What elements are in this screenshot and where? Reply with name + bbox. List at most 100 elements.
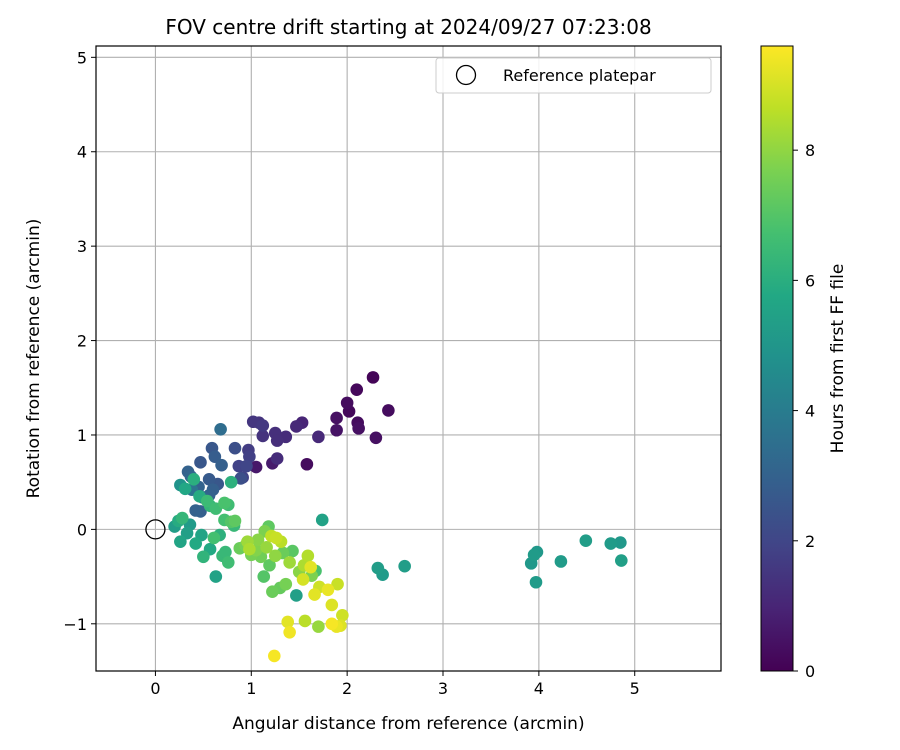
data-point [256,419,270,432]
data-point [614,536,627,549]
data-point [240,459,253,473]
data-point [249,460,263,474]
data-point [315,513,329,527]
colorbar-ticks: 0 2 4 6 8 [793,141,815,681]
data-point [290,420,303,433]
data-point [301,549,315,563]
y-tick-label: −1 [63,615,87,634]
data-point [296,573,310,586]
data-point [281,615,295,629]
data-point [208,450,222,463]
data-point [279,577,293,591]
x-tick-label: 0 [150,679,160,698]
data-point [189,537,202,550]
data-point [263,558,276,572]
legend-box [435,57,712,94]
data-point [321,583,335,597]
data-point [260,541,273,554]
data-point [197,550,210,564]
data-point [228,441,242,455]
data-point [366,371,380,384]
data-point [579,534,593,548]
reference-marker-layer [145,519,166,540]
data-point [234,472,248,485]
data-point [336,608,349,622]
data-point [174,535,187,548]
data-point [270,452,284,465]
data-point [202,473,216,486]
data-point [228,514,242,528]
y-tick-label: 0 [77,520,87,539]
data-point [369,431,383,445]
data-point [194,456,207,469]
data-point [529,575,543,589]
x-tick-label: 5 [630,679,640,698]
data-point [300,457,314,471]
y-tick-label: 2 [77,332,87,351]
data-point [615,554,628,567]
data-point [269,531,283,545]
data-point [527,548,541,562]
legend-reference-marker [455,64,477,86]
data-point [215,458,228,472]
y-tick-label: 5 [77,48,87,67]
data-point [256,429,270,443]
colorbar-tick-label: 0 [805,662,815,681]
x-axis-label: Angular distance from reference (arcmin) [232,714,584,734]
data-point [352,422,365,435]
data-point [283,625,296,639]
data-point [266,585,279,598]
x-tick-label: 2 [342,679,352,698]
y-tick-label: 3 [77,237,87,256]
data-point [209,570,223,583]
data-point [304,560,318,574]
colorbar: 0 2 4 6 8 Hours from first FF file [760,45,848,681]
grid-lines [96,46,721,671]
data-point [221,556,235,569]
data-point [270,434,284,447]
data-point [330,411,343,425]
data-point [178,482,192,496]
data-point [218,496,231,510]
data-point [371,561,385,575]
plot-frame [95,45,722,672]
data-point [246,415,260,429]
x-tick-label: 4 [534,679,544,698]
data-point [219,545,232,559]
y-tick-label: 4 [77,143,87,162]
colorbar-label: Hours from first FF file [828,264,848,454]
y-tick-label: 1 [77,426,87,445]
data-point [251,533,265,547]
data-point [200,494,214,508]
x-tick-label: 1 [246,679,256,698]
data-point [350,383,364,396]
data-point [312,620,325,633]
data-point [398,559,411,573]
data-points [168,371,628,663]
legend: Reference platepar [435,57,712,94]
data-point [267,649,281,663]
data-point [604,537,618,550]
y-axis-label: Rotation from reference (arcmin) [24,219,44,499]
data-point [283,556,296,569]
data-point [214,423,227,436]
data-point [340,396,354,410]
colorbar-tick-label: 6 [805,271,815,290]
data-point [382,404,395,417]
data-point [286,544,299,558]
data-point [268,549,282,563]
x-tick-label: 3 [438,679,448,698]
reference-platepar-marker [145,519,166,540]
data-point [330,423,343,437]
data-point [175,511,189,525]
data-point [290,589,303,602]
data-point [308,588,321,601]
chart-title: FOV centre drift starting at 2024/09/27 … [165,15,651,39]
data-point [312,430,325,444]
data-point [224,475,238,489]
data-point [325,617,339,631]
data-point [207,531,221,545]
colorbar-tick-label: 2 [805,532,815,551]
data-point [325,598,339,612]
